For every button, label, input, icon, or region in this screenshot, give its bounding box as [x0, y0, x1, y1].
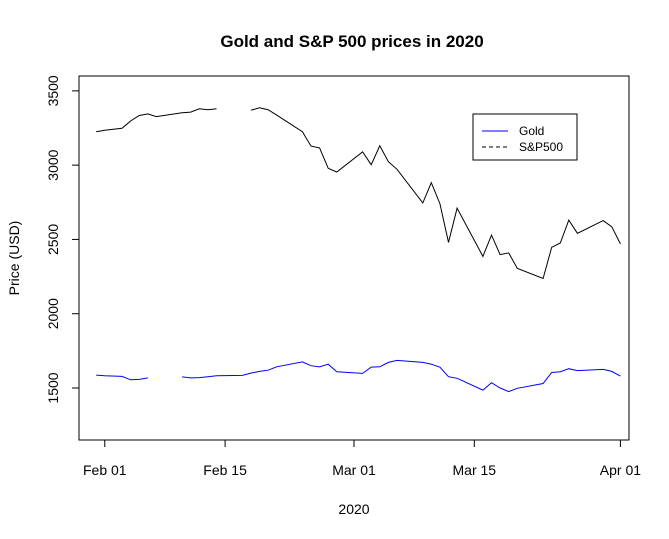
- series-line-sp500-1: [250, 107, 621, 280]
- y-tick-label: 2500: [45, 224, 61, 255]
- series-layer: [96, 107, 621, 393]
- x-tick-label: Feb 01: [83, 462, 127, 478]
- x-axis: Feb 01 Feb 15 Mar 01 Mar 15 Apr 01: [83, 439, 641, 478]
- x-tick-label: Apr 01: [600, 462, 641, 478]
- x-tick-label: Feb 15: [203, 462, 247, 478]
- y-tick-label: 3000: [45, 149, 61, 180]
- y-tick-label: 1500: [45, 372, 61, 403]
- x-axis-label: 2020: [338, 501, 369, 517]
- chart-title: Gold and S&P 500 prices in 2020: [220, 32, 483, 51]
- legend-box: [472, 113, 578, 161]
- legend: Gold S&P500: [472, 113, 578, 161]
- y-tick-label: 2000: [45, 298, 61, 329]
- legend-label-gold: Gold: [519, 124, 544, 138]
- x-tick-label: Mar 15: [453, 462, 497, 478]
- legend-label-sp500: S&P500: [519, 140, 563, 154]
- series-line-gold-0: [96, 374, 148, 381]
- y-axis-label: Price (USD): [6, 221, 22, 296]
- series-line-sp500-0: [96, 108, 217, 133]
- y-axis: 1500 2000 2500 3000 3500: [45, 75, 80, 404]
- y-tick-label: 3500: [45, 75, 61, 106]
- series-line-gold-1: [182, 359, 621, 393]
- x-tick-label: Mar 01: [332, 462, 376, 478]
